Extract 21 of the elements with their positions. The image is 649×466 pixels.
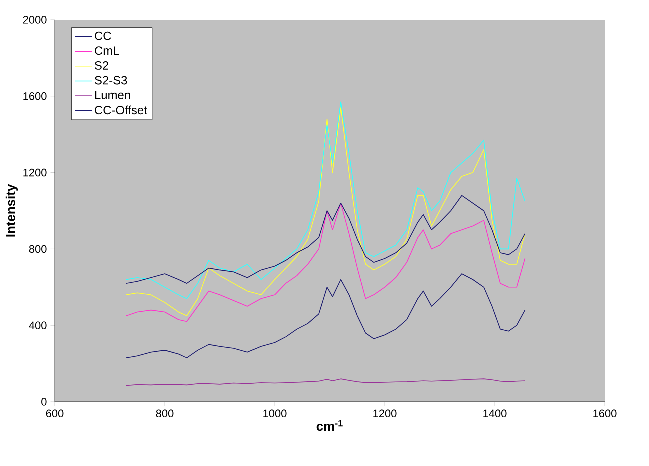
legend-label: S2-S3 [95,76,128,85]
x-tick-label: 800 [156,410,174,418]
x-tick-label: 600 [46,410,64,418]
y-tick-label: 400 [29,322,47,330]
x-tick-label: 1000 [264,410,287,418]
legend-label: S2 [95,61,109,70]
legend-label: CC-Offset [95,106,148,115]
y-tick-label: 1600 [24,92,47,100]
x-tick-label: 1600 [594,410,617,418]
y-tick-label: 2000 [23,16,47,24]
legend-label: CmL [95,46,120,56]
x-tick-label: 1400 [484,410,507,418]
x-tick-label: 1200 [374,410,397,418]
y-tick-label: 0 [42,398,47,406]
y-tick-label: 1200 [24,168,47,177]
line-series [126,274,526,358]
legend-label: CC [95,32,112,40]
legend-label: Lumen [95,91,130,100]
x-axis-title: cm$^{-1}$ [316,420,343,432]
y-axis-title: Intensity [6,184,18,237]
y-tick-label: 800 [29,245,47,254]
